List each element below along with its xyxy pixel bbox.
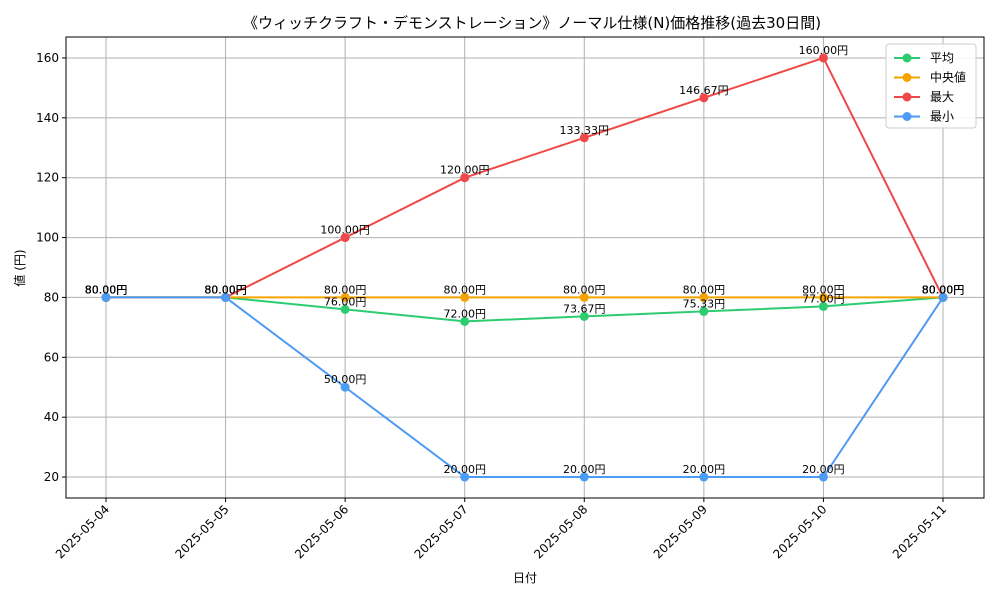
grid-lines <box>66 37 984 498</box>
y-tick-label: 100 <box>36 231 59 245</box>
data-point <box>818 292 828 302</box>
data-label: 80.00円 <box>85 283 128 296</box>
legend-label: 最小 <box>930 110 954 124</box>
data-label: 20.00円 <box>563 463 606 476</box>
x-tick-label: 2025-05-08 <box>531 502 590 561</box>
x-tick-label: 2025-05-05 <box>172 502 231 561</box>
data-point <box>460 472 470 482</box>
data-point <box>340 292 350 302</box>
data-label: 20.00円 <box>443 463 486 476</box>
data-label: 133.33円 <box>560 124 610 137</box>
x-tick-label: 2025-05-07 <box>412 502 471 561</box>
series-line <box>106 296 944 479</box>
x-tick-label: 2025-05-10 <box>770 502 829 561</box>
y-tick-label: 120 <box>36 171 59 185</box>
series-line <box>106 56 944 299</box>
data-label: 80.00円 <box>922 283 965 296</box>
data-label: 80.00円 <box>204 283 247 296</box>
x-tick-label: 2025-05-11 <box>890 502 949 561</box>
y-axis: 20 40 60 80 100 120 140 160 <box>36 51 66 484</box>
legend-marker <box>902 53 912 63</box>
x-axis: 2025-05-04 2025-05-05 2025-05-06 2025-05-07… <box>53 498 949 561</box>
data-label: 80.00円 <box>922 283 965 296</box>
data-point <box>699 292 709 302</box>
legend-label: 平均 <box>930 51 954 65</box>
y-tick-label: 40 <box>44 410 59 424</box>
data-point <box>460 316 470 326</box>
data-label: 72.00円 <box>443 307 486 320</box>
data-label: 80.00円 <box>922 283 965 296</box>
data-label: 80.00円 <box>85 283 128 296</box>
data-point <box>818 53 828 63</box>
data-label: 100.00円 <box>320 224 370 237</box>
data-point <box>579 133 589 143</box>
data-point <box>699 93 709 103</box>
y-tick-label: 20 <box>44 470 59 484</box>
data-point <box>818 301 828 311</box>
legend-marker <box>902 112 912 121</box>
data-point <box>340 233 350 243</box>
y-tick-label: 80 <box>44 290 59 304</box>
data-label: 20.00円 <box>802 463 845 476</box>
data-label: 120.00円 <box>440 164 490 177</box>
data-label: 80.00円 <box>204 283 247 296</box>
data-point <box>579 292 589 302</box>
legend-label: 中央値 <box>930 70 966 85</box>
series-line <box>106 296 944 323</box>
plot-area <box>65 36 985 499</box>
data-point <box>101 292 111 302</box>
data-label: 80.00円 <box>443 283 486 296</box>
data-point <box>579 472 589 482</box>
data-point <box>460 292 470 302</box>
data-label: 80.00円 <box>802 283 845 296</box>
x-tick-label: 2025-05-04 <box>53 502 112 561</box>
x-tick-label: 2025-05-06 <box>292 502 351 561</box>
y-axis-label: 値 (円) <box>12 249 27 286</box>
data-label: 80.00円 <box>85 283 128 296</box>
data-label: 80.00円 <box>204 283 247 296</box>
y-tick-label: 60 <box>44 350 59 364</box>
data-point <box>699 472 709 482</box>
data-point <box>579 311 589 321</box>
data-label: 80.00円 <box>563 283 606 296</box>
data-point <box>818 472 828 482</box>
data-label: 77.00円 <box>802 292 845 305</box>
data-label: 73.67円 <box>563 302 606 315</box>
data-label: 80.00円 <box>324 283 367 296</box>
data-label: 146.67円 <box>679 84 729 97</box>
data-point <box>938 292 948 302</box>
legend-marker <box>902 73 912 82</box>
data-label: 80.00円 <box>922 283 965 296</box>
x-tick-label: 2025-05-09 <box>651 502 710 561</box>
data-label: 75.33円 <box>683 297 726 310</box>
data-label: 160.00円 <box>799 44 849 57</box>
x-axis-label: 日付 <box>513 571 537 585</box>
data-label: 20.00円 <box>683 463 726 476</box>
data-point <box>340 382 350 392</box>
series-layer <box>101 53 948 482</box>
data-point <box>221 292 231 302</box>
data-label: 80.00円 <box>85 283 128 296</box>
legend-box <box>885 43 977 129</box>
data-label: 50.00円 <box>324 373 367 386</box>
y-tick-label: 160 <box>36 51 59 65</box>
data-point <box>340 304 350 314</box>
data-point <box>699 306 709 316</box>
legend-marker <box>902 92 912 102</box>
chart-title: 《ウィッチクラフト・デモンストレーション》ノーマル仕様(N)価格推移(過去30日… <box>243 14 821 32</box>
legend-label: 最大 <box>930 90 954 104</box>
data-label: 80.00円 <box>204 283 247 296</box>
data-label: 76.00円 <box>324 295 367 308</box>
data-label: 80.00円 <box>683 283 726 296</box>
data-point <box>460 173 470 183</box>
y-tick-label: 140 <box>36 111 59 125</box>
